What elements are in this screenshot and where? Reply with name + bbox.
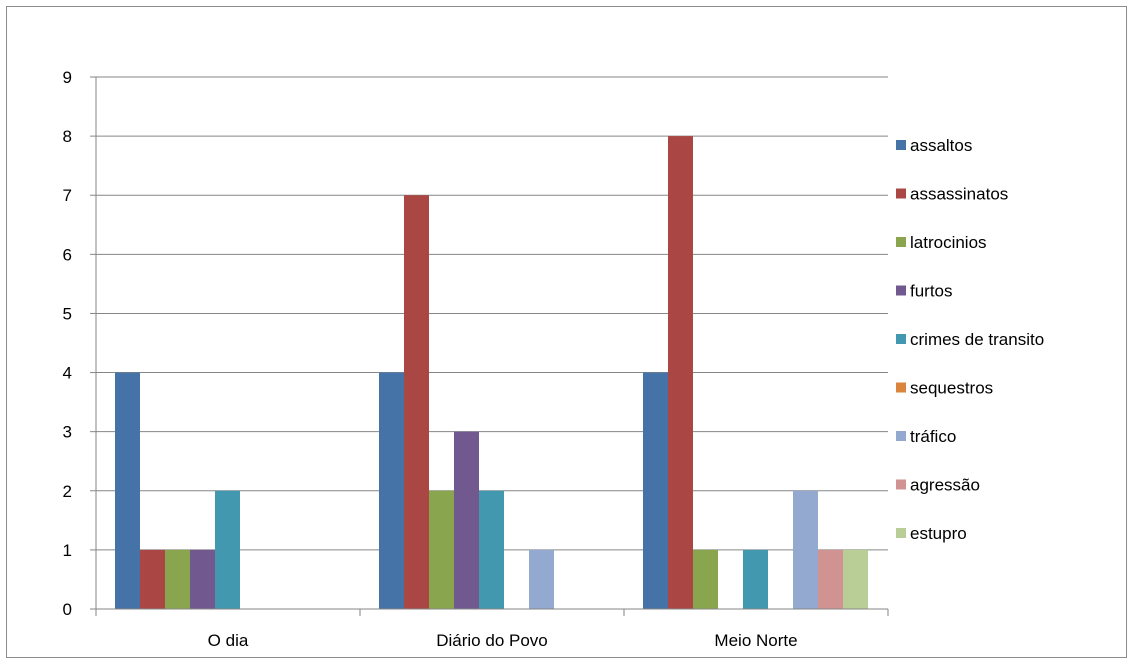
legend-swatch (896, 140, 906, 150)
bar-latrocinios-1 (165, 549, 190, 609)
legend-swatch (896, 188, 906, 199)
legend-label: sequestros (910, 379, 993, 398)
bar-crimes-de-transito-1 (215, 490, 240, 609)
bar-furtos-1 (190, 549, 215, 609)
legend-label: latrocinios (910, 233, 987, 252)
x-category-label: Diário do Povo (436, 631, 548, 650)
legend-swatch (896, 334, 906, 344)
bar-latrocinios-3 (693, 549, 718, 609)
legend-label: furtos (910, 282, 953, 301)
legend-label: estupro (910, 524, 967, 543)
bar-assaltos-2 (379, 372, 404, 609)
y-tick-label: 5 (63, 304, 72, 323)
bar-estupro-3 (843, 549, 868, 609)
legend-swatch (896, 285, 906, 296)
legend-label: assaltos (910, 136, 972, 155)
chart-area (6, 6, 1127, 658)
y-tick-label: 4 (63, 364, 72, 383)
legend-label: agressão (910, 476, 980, 495)
bar-assaltos-3 (643, 372, 668, 609)
legend-swatch (896, 528, 906, 538)
bar-assaltos-1 (115, 372, 140, 609)
y-tick-label: 1 (63, 541, 72, 560)
legend-swatch (896, 479, 906, 490)
y-tick-label: 3 (63, 423, 72, 442)
y-tick-label: 6 (63, 245, 72, 264)
legend-label: crimes de transito (910, 330, 1044, 349)
gridlines (96, 76, 888, 551)
legend: assaltos assassinatos latrocinios furtos cri… (896, 136, 1044, 543)
x-category-label: Meio Norte (714, 631, 797, 650)
legend-swatch (896, 431, 906, 441)
y-tick-label: 8 (63, 127, 72, 146)
bars (115, 136, 868, 609)
bar-crimes-de-transito-2 (479, 490, 504, 609)
bar-crimes-de-transito-3 (743, 549, 768, 609)
bar-assassinatos-2 (404, 195, 429, 609)
y-tick-label: 0 (63, 600, 72, 619)
bar-assassinatos-3 (668, 136, 693, 609)
bar-assassinatos-1 (140, 549, 165, 609)
bar-tráfico-2 (529, 549, 554, 609)
y-tick-label: 7 (63, 186, 72, 205)
legend-label: tráfico (910, 427, 956, 446)
bar-tráfico-3 (793, 490, 818, 609)
y-tick-label: 9 (63, 68, 72, 87)
y-tick-label: 2 (63, 482, 72, 501)
bar-latrocinios-2 (429, 490, 454, 609)
legend-swatch (896, 237, 906, 247)
bar-agressão-3 (818, 549, 843, 609)
axes: 0 1 2 3 4 5 6 7 8 9 O dia Diário do Povo Meio Norte (63, 68, 889, 650)
x-category-label: O dia (208, 631, 249, 650)
legend-swatch (896, 382, 906, 393)
bar-furtos-2 (454, 431, 479, 609)
legend-label: assassinatos (910, 185, 1008, 204)
